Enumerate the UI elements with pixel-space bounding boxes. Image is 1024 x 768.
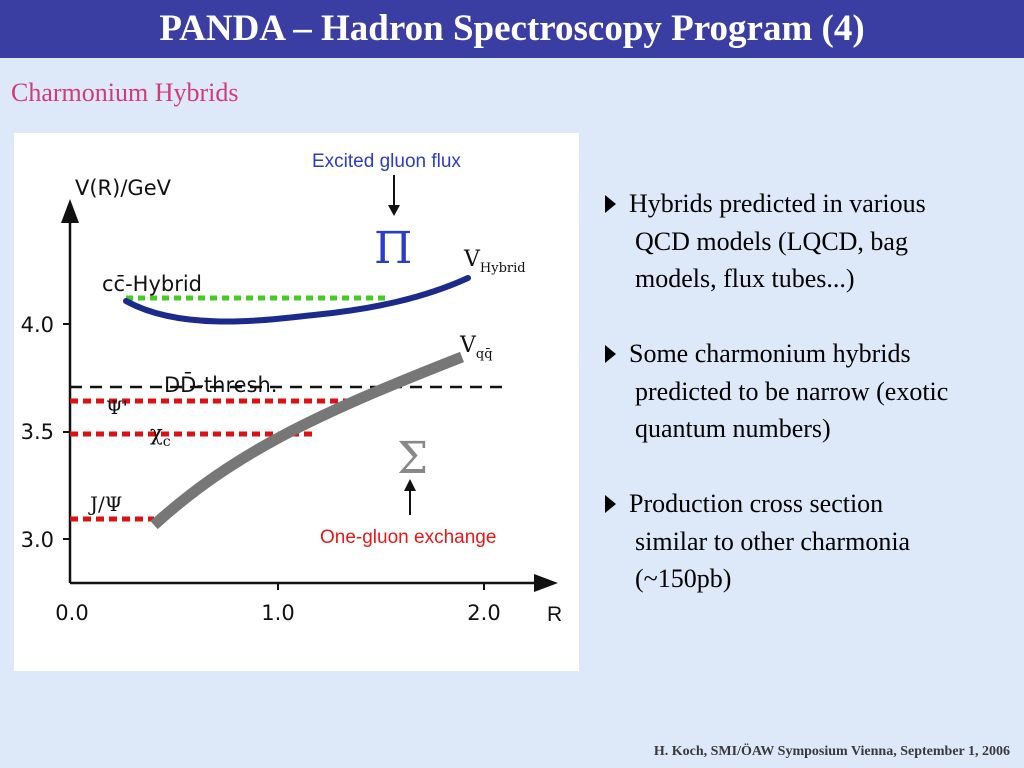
bullet-line: predicted to be narrow (exotic xyxy=(635,376,949,406)
slide-footer: H. Koch, SMI/ÖAW Symposium Vienna, Septe… xyxy=(653,744,1010,759)
potential-diagram-svg: 4.0 3.5 3.0 0.0 1.0 2.0 V(R)/GeV R DD̄-t… xyxy=(21,151,563,626)
jpsi-label: J/Ψ xyxy=(88,492,122,516)
y-axis-arrowhead xyxy=(61,199,79,223)
potential-diagram: 4.0 3.5 3.0 0.0 1.0 2.0 V(R)/GeV R DD̄-t… xyxy=(14,133,579,671)
bullet-line: Hybrids predicted in various xyxy=(629,189,926,218)
bullet-line: Some charmonium hybrids xyxy=(629,339,911,368)
y-tick-label: 4.0 xyxy=(21,313,54,337)
x-tick-label: 1.0 xyxy=(261,601,294,625)
chi-c-label: χc xyxy=(150,421,171,450)
y-axis-label: V(R)/GeV xyxy=(75,176,172,200)
triangle-bullet-icon xyxy=(605,345,616,363)
v-qq-curve xyxy=(150,351,465,530)
psi-prime-label: Ψ' xyxy=(106,397,128,419)
v-hybrid-label: VHybrid xyxy=(463,247,526,276)
bullet-item: Production cross section similar to othe… xyxy=(605,485,1015,598)
bullet-item: Hybrids predicted in various QCD models … xyxy=(605,185,1015,298)
slide-subtitle: Charmonium Hybrids xyxy=(11,78,239,107)
x-axis-arrowhead xyxy=(534,574,558,592)
one-gluon-arrowhead xyxy=(404,479,416,491)
triangle-bullet-icon xyxy=(605,195,616,213)
v-qq-label: Vqq̄ xyxy=(459,333,493,362)
y-tick-label: 3.0 xyxy=(21,528,54,552)
triangle-bullet-icon xyxy=(605,495,616,513)
excited-flux-label: Excited gluon flux xyxy=(312,151,461,172)
bullet-line: models, flux tubes...) xyxy=(635,264,855,293)
x-tick-label: 2.0 xyxy=(467,601,500,625)
one-gluon-label: One-gluon exchange xyxy=(320,527,496,548)
bullet-line: (~150pb) xyxy=(635,564,732,593)
bullet-line: similar to other charmonia xyxy=(635,526,911,556)
pi-symbol: Π xyxy=(374,223,412,274)
cc-hybrid-label: cc̄-Hybrid xyxy=(102,272,202,296)
v-hybrid-curve xyxy=(123,275,471,325)
slide-title: PANDA – Hadron Spectroscopy Program (4) xyxy=(0,0,1024,58)
bullet-item: Some charmonium hybrids predicted to be … xyxy=(605,335,1015,448)
bullet-line: QCD models (LQCD, bag xyxy=(635,226,908,256)
dd-threshold-label: DD̄-thresh. xyxy=(164,372,277,397)
bullet-line: Production cross section xyxy=(629,489,884,518)
bullet-list: Hybrids predicted in various QCD models … xyxy=(605,185,1015,635)
excited-flux-arrowhead xyxy=(388,205,400,216)
x-tick-label: 0.0 xyxy=(55,601,88,625)
bullet-line: quantum numbers) xyxy=(635,414,831,443)
sigma-symbol: Σ xyxy=(397,433,428,484)
x-axis-label: R xyxy=(547,603,562,626)
y-tick-label: 3.5 xyxy=(21,420,54,444)
